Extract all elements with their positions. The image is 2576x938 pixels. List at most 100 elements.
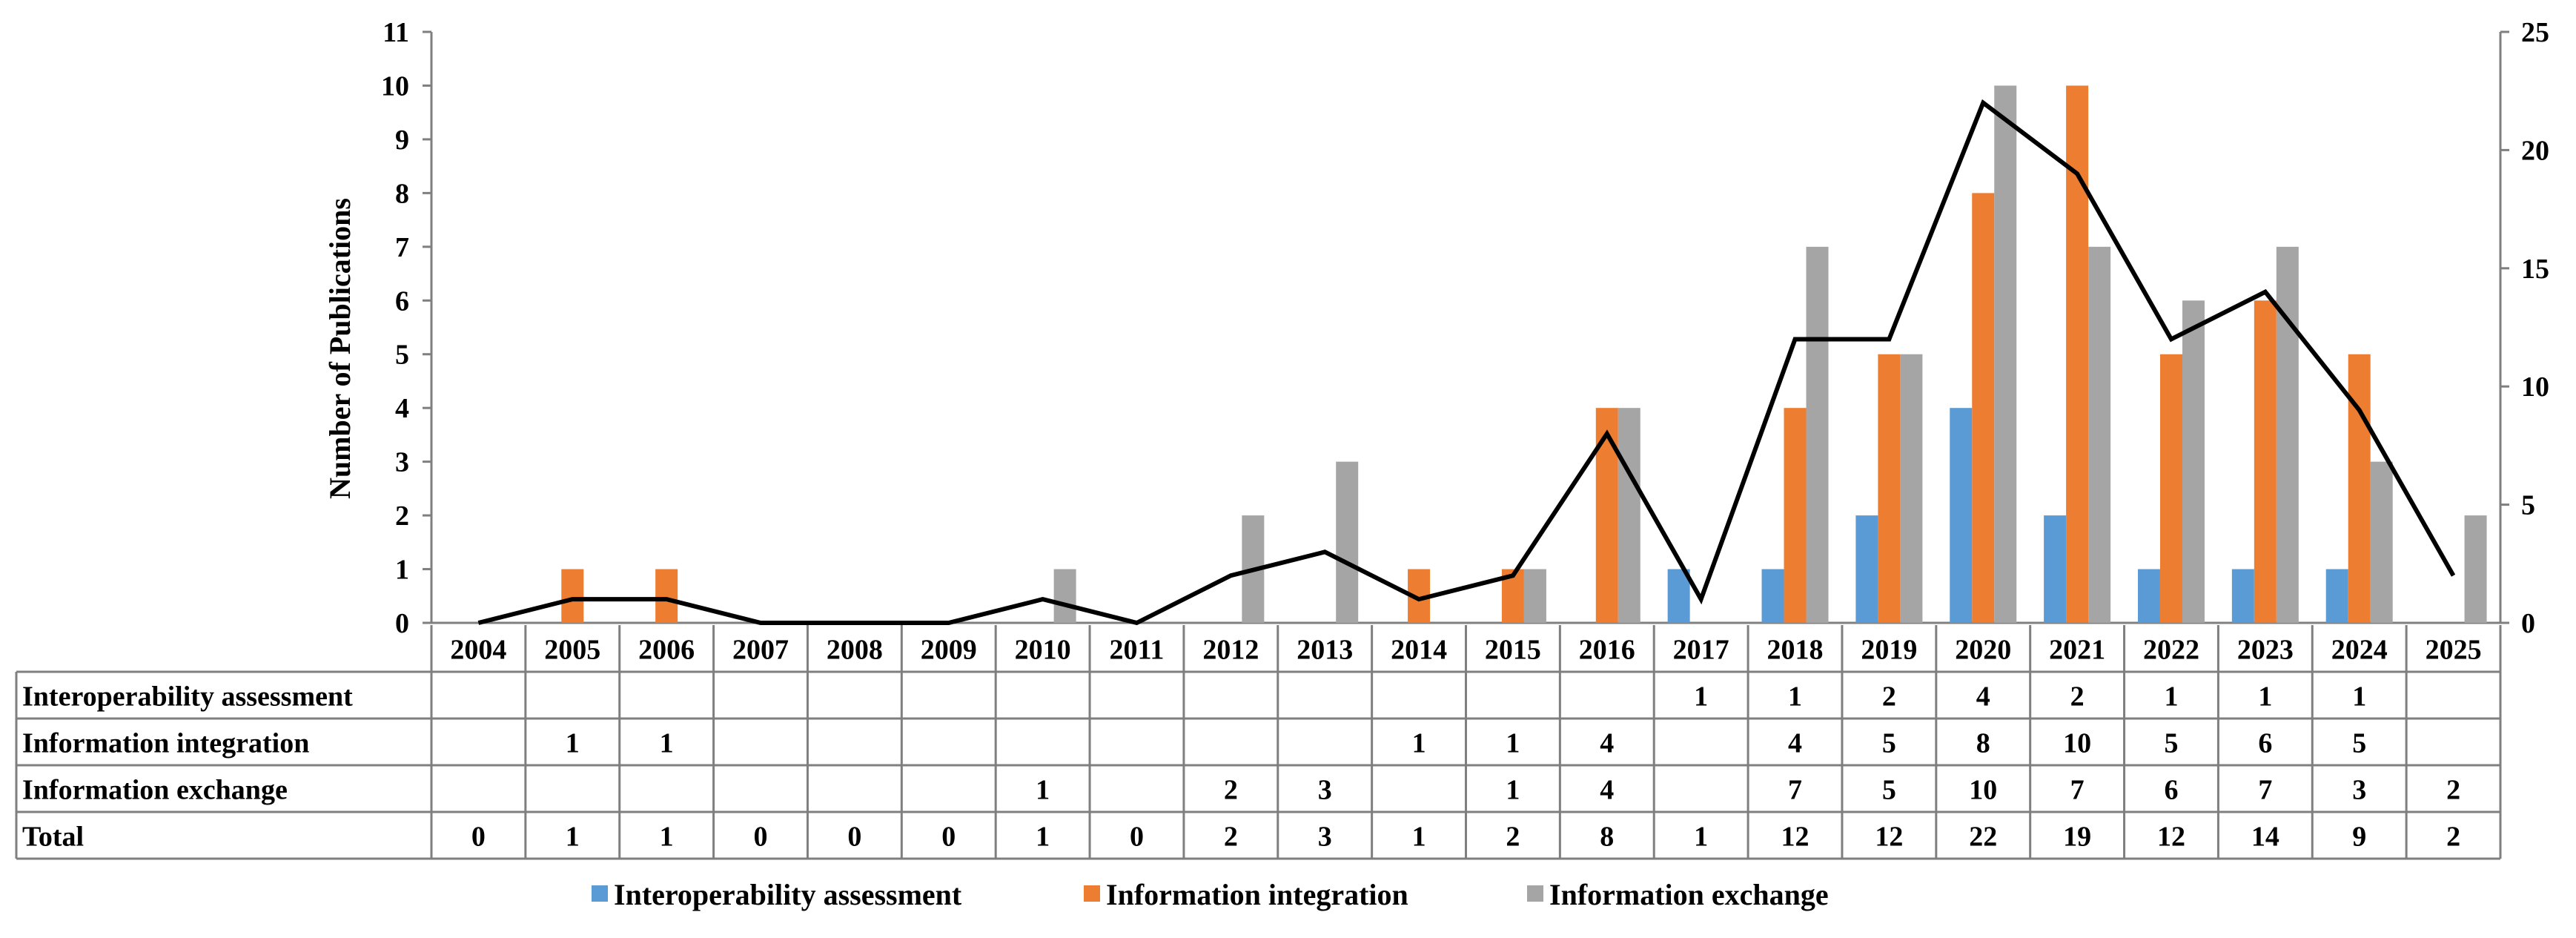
table-cell: 0 <box>941 822 956 853</box>
bar <box>1950 408 1973 623</box>
x-tick-label: 2006 <box>638 635 695 666</box>
table-cell: 4 <box>1600 728 1614 759</box>
table-cell: 12 <box>1875 822 1903 853</box>
bar <box>1523 569 1546 623</box>
table-cell: 5 <box>1882 775 1896 806</box>
x-tick-label: 2020 <box>1955 635 2011 666</box>
table-cell: 2 <box>1224 775 1238 806</box>
legend-swatch <box>1084 885 1100 902</box>
table-cell: 7 <box>2070 775 2085 806</box>
table-cell: 2 <box>1506 822 1520 853</box>
x-tick-label: 2012 <box>1202 635 1259 666</box>
table-cell: 1 <box>1788 681 1802 713</box>
y-tick-label: 9 <box>395 125 409 156</box>
table-cell: 1 <box>1506 775 1520 806</box>
x-tick-label: 2018 <box>1767 635 1824 666</box>
bar <box>1784 408 1807 623</box>
x-tick-label: 2015 <box>1485 635 1541 666</box>
table-cell: 7 <box>2258 775 2272 806</box>
table-cell: 14 <box>2251 822 2279 853</box>
bar <box>2159 354 2182 623</box>
bar <box>1972 193 1995 623</box>
y-tick-label: 5 <box>395 340 409 371</box>
x-tick-label: 2007 <box>732 635 789 666</box>
bar <box>655 569 678 623</box>
y-tick-label: 3 <box>395 447 409 478</box>
y2-tick-label: 5 <box>2521 490 2535 521</box>
table-cell: 0 <box>471 822 486 853</box>
x-tick-label: 2016 <box>1579 635 1635 666</box>
y-tick-label: 7 <box>395 232 409 263</box>
table-cell: 1 <box>1694 681 1708 713</box>
legend-swatch <box>592 885 608 902</box>
y-tick-label: 2 <box>395 501 409 532</box>
x-tick-label: 2022 <box>2143 635 2199 666</box>
bar <box>2088 246 2111 623</box>
table-cell: 5 <box>2352 728 2366 759</box>
table-cell: 5 <box>1882 728 1896 759</box>
table-cell: 1 <box>1036 822 1050 853</box>
legend-label: Information integration <box>1106 878 1408 911</box>
table-cell: 1 <box>1036 775 1050 806</box>
table-cell: 0 <box>1130 822 1144 853</box>
table-cell: 12 <box>1781 822 1810 853</box>
table-cell: 1 <box>566 822 580 853</box>
bar <box>1618 408 1640 623</box>
table-cell: 3 <box>2352 775 2366 806</box>
bar <box>1053 569 1076 623</box>
bar <box>1667 569 1690 623</box>
table-cell: 2 <box>1882 681 1896 713</box>
y-tick-label: 11 <box>383 17 409 48</box>
legend: Interoperability assessment Information i… <box>592 878 1829 911</box>
bar <box>1595 408 1618 623</box>
bar <box>2254 300 2277 623</box>
bar <box>1900 354 1923 623</box>
table-cell: 12 <box>2157 822 2185 853</box>
bar <box>561 569 584 623</box>
table-cell: 1 <box>2258 681 2272 713</box>
x-tick-label: 2008 <box>827 635 883 666</box>
bar <box>2276 246 2299 623</box>
x-tick-label: 2025 <box>2426 635 2482 666</box>
table-cell: 0 <box>847 822 861 853</box>
legend-label: Information exchange <box>1549 878 1829 911</box>
y-tick-label: 6 <box>395 285 409 317</box>
table-cell: 8 <box>1600 822 1614 853</box>
table-cell: 8 <box>1976 728 1990 759</box>
x-tick-label: 2010 <box>1015 635 1071 666</box>
table-cell: 6 <box>2258 728 2272 759</box>
table-row-label: Information exchange <box>22 775 288 806</box>
table-cell: 1 <box>1506 728 1520 759</box>
table-cell: 5 <box>2164 728 2178 759</box>
bar <box>1806 246 1829 623</box>
total-line <box>477 99 2456 626</box>
table-cell: 1 <box>660 822 674 853</box>
x-tick-label: 2011 <box>1110 635 1165 666</box>
table-cell: 22 <box>1969 822 1997 853</box>
y-tick-label: 1 <box>395 555 409 586</box>
table-cell: 1 <box>2352 681 2366 713</box>
bar <box>2182 300 2205 623</box>
axes: 0 1 2 3 4 5 6 7 8 9 10 11 0 5 10 15 20 25 <box>381 17 2549 639</box>
table-cell: 2 <box>2446 775 2460 806</box>
y2-tick-label: 25 <box>2521 17 2549 48</box>
x-tick-label: 2009 <box>921 635 977 666</box>
table-row-label: Total <box>22 822 84 853</box>
x-tick-label: 2019 <box>1861 635 1917 666</box>
x-tick-label: 2023 <box>2237 635 2294 666</box>
table-cell: 0 <box>754 822 768 853</box>
bar <box>2231 569 2254 623</box>
table-cell: 4 <box>1976 681 1990 713</box>
table-cell: 10 <box>1969 775 1997 806</box>
bar <box>2348 354 2371 623</box>
total-series-line <box>477 99 2456 626</box>
y2-tick-label: 10 <box>2521 371 2549 403</box>
table-cell: 19 <box>2063 822 2091 853</box>
table-cell: 7 <box>1788 775 1802 806</box>
x-tick-label: 2024 <box>2331 635 2388 666</box>
bar <box>2137 569 2160 623</box>
table-cell: 6 <box>2164 775 2178 806</box>
x-tick-label: 2017 <box>1673 635 1729 666</box>
legend-swatch <box>1527 885 1543 902</box>
